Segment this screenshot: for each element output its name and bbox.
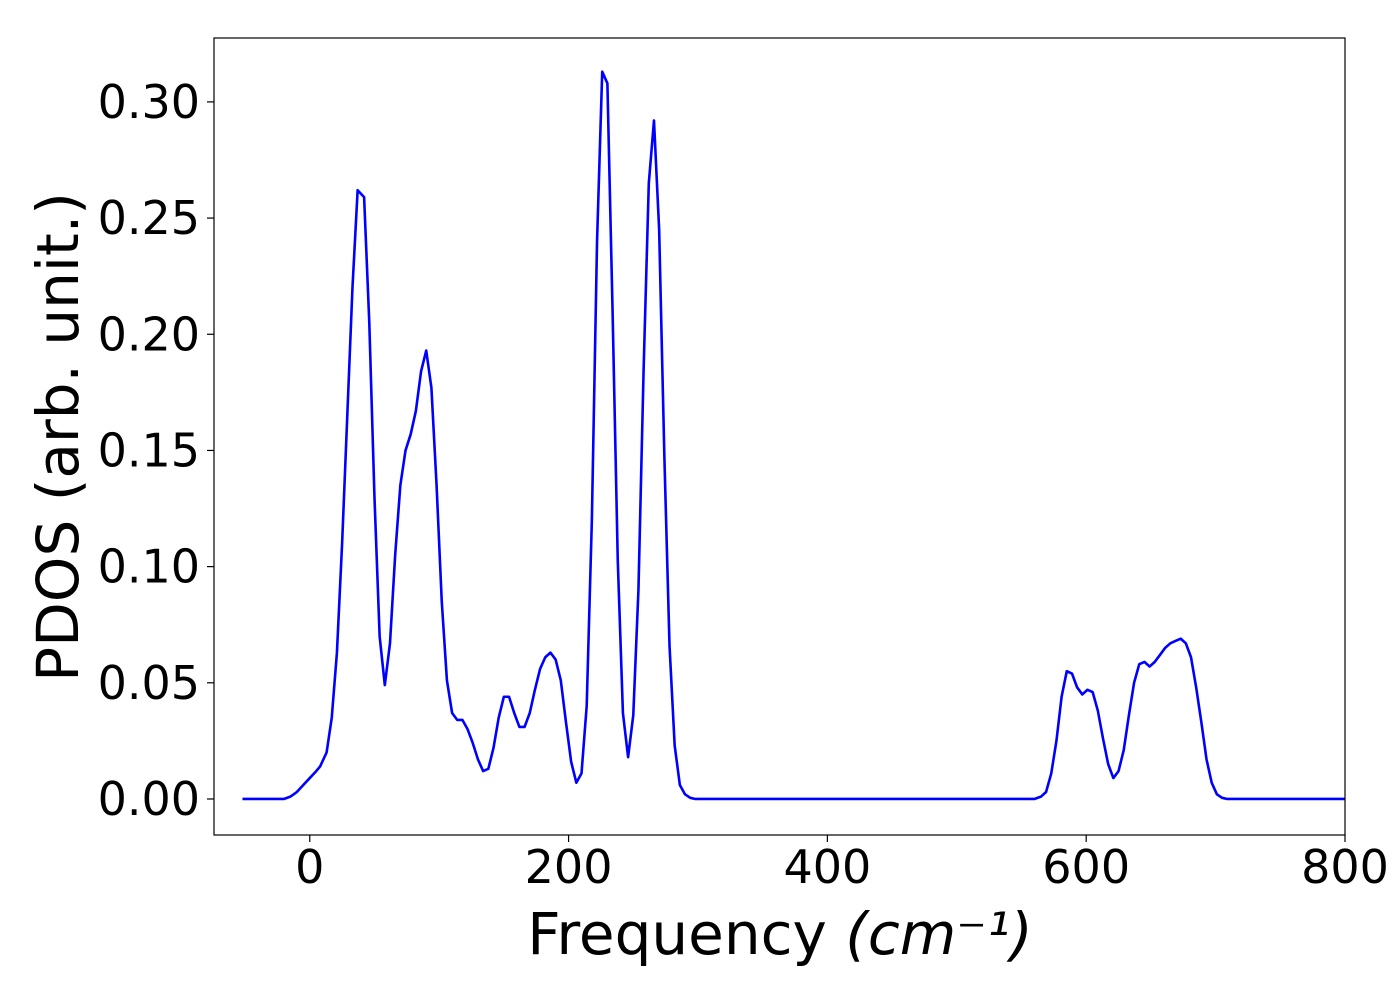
y-tick-label: 0.00 — [98, 772, 200, 826]
y-axis-title: PDOS (arb. unit.) — [24, 192, 92, 682]
plot-area — [242, 70, 1345, 801]
y-tick-label: 0.25 — [98, 191, 200, 245]
x-tick-label: 600 — [1042, 840, 1130, 894]
y-tick-label: 0.20 — [98, 307, 200, 361]
x-tick-label: 0 — [295, 840, 324, 894]
x-tick-label: 400 — [783, 840, 871, 894]
x-axis-label: Frequency — [527, 900, 827, 968]
x-axis-unit: (cm⁻¹) — [845, 900, 1033, 968]
x-tick-label: 800 — [1301, 840, 1389, 894]
x-axis-ticks: 0 200 400 600 800 — [295, 835, 1389, 894]
y-tick-label: 0.05 — [98, 656, 200, 710]
y-tick-label: 0.10 — [98, 540, 200, 594]
x-tick-label: 200 — [525, 840, 613, 894]
y-axis-ticks: 0.00 0.05 0.10 0.15 0.20 0.25 0.30 — [98, 75, 214, 826]
plot-frame — [213, 37, 1346, 836]
y-tick-label: 0.15 — [98, 423, 200, 477]
y-tick-label: 0.30 — [98, 75, 200, 129]
series-line-0 — [242, 70, 1345, 801]
x-axis-title: Frequency (cm⁻¹) — [527, 900, 1033, 968]
